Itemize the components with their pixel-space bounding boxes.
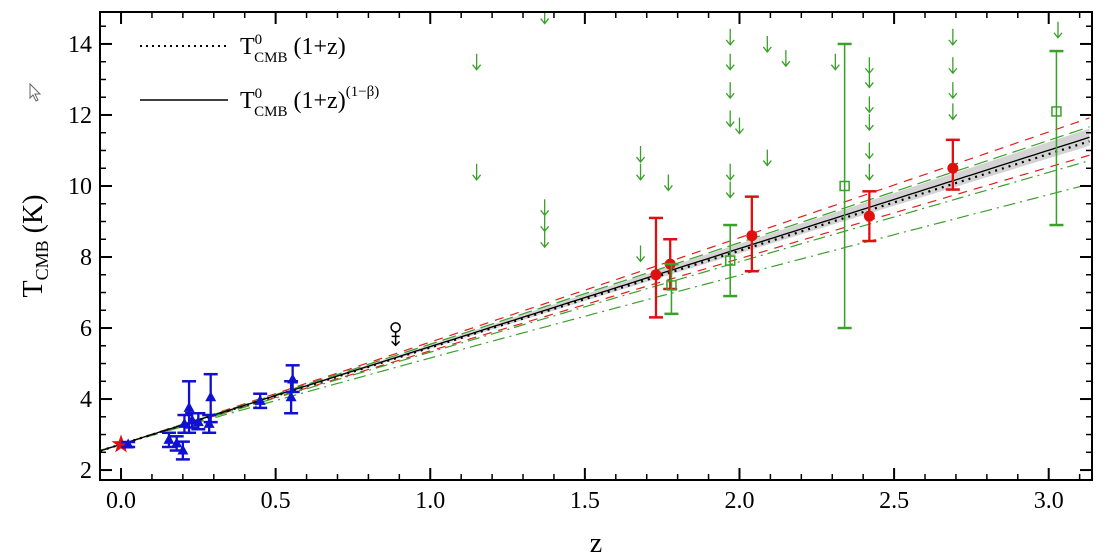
upper-limit-arrow bbox=[540, 199, 550, 217]
y-tick-label: 10 bbox=[68, 174, 92, 200]
y-tick-label: 8 bbox=[80, 245, 92, 271]
upper-limit-arrow bbox=[948, 103, 958, 121]
upper-limit-arrow bbox=[781, 50, 791, 68]
data-point-circle bbox=[650, 269, 662, 281]
y-tick-label: 14 bbox=[68, 32, 92, 58]
upper-limit-arrow bbox=[762, 149, 772, 167]
y-tick-label: 12 bbox=[68, 103, 92, 129]
upper-limit-arrow bbox=[864, 142, 874, 160]
upper-limit-arrow bbox=[864, 71, 874, 89]
x-axis-label: z bbox=[590, 528, 602, 557]
legend-label-solid: T0 CMB (1+z)(1−β) bbox=[240, 84, 379, 120]
upper-limit-arrow bbox=[864, 163, 874, 181]
data-point-triangle bbox=[254, 394, 266, 405]
upper-limit-arrow bbox=[725, 163, 735, 181]
x-tick-label: 0.0 bbox=[106, 488, 136, 514]
data-point-triangle bbox=[287, 373, 299, 384]
upper-limit-arrow bbox=[540, 12, 550, 25]
upper-limit-arrow bbox=[948, 82, 958, 100]
y-tick-label: 4 bbox=[80, 387, 92, 413]
y-tick-label: 6 bbox=[80, 316, 92, 342]
upper-limit-arrow bbox=[636, 163, 646, 181]
legend-label-dotted: T0 CMB (1+z) bbox=[240, 32, 346, 66]
data-point-triangle bbox=[183, 401, 195, 412]
data-point-triangle bbox=[186, 414, 198, 425]
data-point-square bbox=[666, 280, 677, 291]
data-point-circle bbox=[863, 210, 875, 222]
x-tick-label: 0.5 bbox=[261, 488, 291, 514]
x-tick-label: 1.5 bbox=[570, 488, 600, 514]
x-tick-label: 3.0 bbox=[1034, 488, 1064, 514]
data-point-circle bbox=[947, 162, 959, 174]
upper-limit-arrow bbox=[830, 53, 840, 71]
upper-limit-arrow bbox=[472, 53, 482, 71]
upper-limit-arrow bbox=[540, 215, 550, 233]
data-point-star bbox=[111, 434, 131, 453]
upper-limit-arrow bbox=[734, 117, 744, 135]
legend: T0 CMB (1+z) T0 CMB (1+z)(1−β) bbox=[140, 32, 379, 120]
upper-limit-arrow bbox=[1053, 21, 1063, 39]
x-tick-label: 2.5 bbox=[879, 488, 909, 514]
data-point-square bbox=[1051, 106, 1062, 117]
dashdot-line bbox=[100, 183, 1090, 451]
upper-limit-arrow bbox=[663, 174, 673, 192]
data-point-circle bbox=[746, 230, 758, 242]
upper-limit-arrow bbox=[725, 53, 735, 71]
data-point-triangle bbox=[285, 391, 297, 402]
upper-limit-arrow bbox=[391, 331, 401, 347]
upper-limit-arrow bbox=[864, 114, 874, 132]
upper-limit-arrow bbox=[948, 28, 958, 46]
upper-limit-arrow bbox=[762, 35, 772, 53]
adiabatic-dotted-line bbox=[100, 140, 1090, 452]
upper-limit-arrow bbox=[725, 28, 735, 46]
upper-limit-arrow bbox=[472, 163, 482, 181]
longdash-line bbox=[100, 126, 1090, 452]
data-point-square bbox=[724, 255, 736, 266]
plot-frame bbox=[99, 11, 1093, 481]
dashed-line bbox=[100, 117, 1090, 452]
fit-solid-line bbox=[100, 136, 1090, 452]
upper-limit-arrow bbox=[725, 181, 735, 199]
upper-limit-marker bbox=[390, 322, 401, 333]
upper-limit-arrow bbox=[725, 82, 735, 100]
dashed-line bbox=[100, 154, 1090, 452]
upper-limit-arrow bbox=[864, 57, 874, 75]
upper-limit-arrow bbox=[864, 96, 874, 114]
upper-limit-arrow bbox=[725, 110, 735, 128]
data-point-triangle bbox=[178, 417, 190, 428]
dashdot-line bbox=[100, 160, 1090, 452]
upper-limit-arrow bbox=[540, 231, 550, 249]
data-point-triangle bbox=[163, 433, 175, 444]
data-point-triangle bbox=[177, 444, 189, 455]
upper-limit-arrow bbox=[636, 146, 646, 164]
data-point-triangle bbox=[192, 416, 204, 427]
data-point-triangle bbox=[205, 391, 217, 402]
data-point-square bbox=[839, 180, 850, 192]
y-axis-label: TCMB (K) bbox=[18, 194, 52, 297]
y-tick-label: 2 bbox=[80, 458, 92, 484]
upper-limit-arrow bbox=[948, 57, 958, 75]
x-tick-label: 2.0 bbox=[724, 488, 754, 514]
upper-limit-arrow bbox=[636, 245, 646, 263]
data-point-triangle bbox=[122, 438, 134, 449]
mouse-cursor-icon bbox=[29, 82, 42, 102]
x-tick-label: 1.0 bbox=[415, 488, 445, 514]
